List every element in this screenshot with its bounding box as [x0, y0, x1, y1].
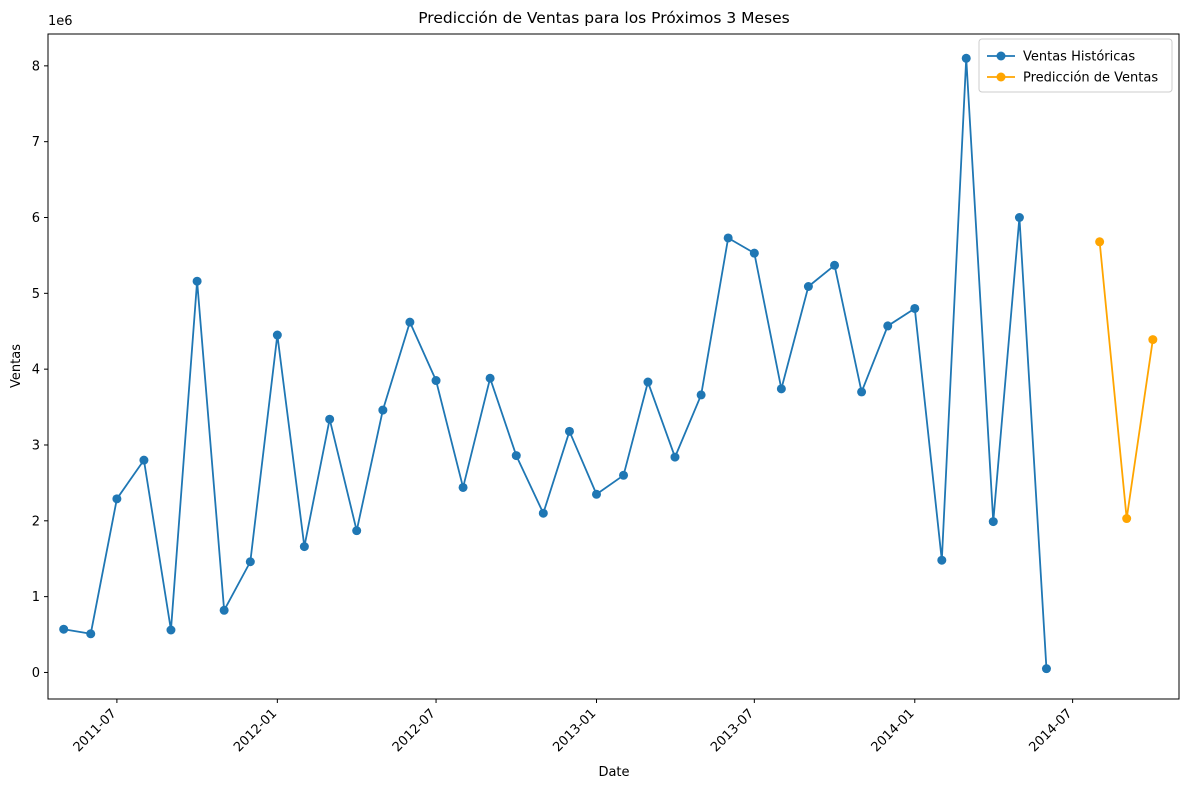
x-tick-label: 2014-07 [1026, 706, 1075, 755]
x-axis-label: Date [598, 765, 629, 780]
y-tick-label: 3 [32, 438, 40, 453]
x-tick-label: 2013-07 [708, 706, 757, 755]
y-tick-label: 7 [32, 135, 40, 150]
legend-box [978, 38, 1173, 93]
legend-label: Ventas Históricas [1023, 50, 1135, 65]
legend: Ventas Históricas Predicción de Ventas [978, 38, 1173, 93]
data-point [59, 624, 69, 634]
y-tick-label: 2 [32, 514, 40, 529]
data-point [139, 455, 149, 465]
y-tick-label: 8 [32, 59, 40, 74]
data-point [1014, 213, 1024, 223]
y-tick-label: 5 [32, 287, 40, 302]
data-point [696, 390, 706, 400]
legend-marker [996, 51, 1006, 61]
series-1 [1095, 237, 1158, 524]
data-point [857, 387, 867, 397]
series-layer [59, 53, 1158, 674]
data-point [723, 233, 733, 243]
data-point [1122, 514, 1132, 524]
y-scale-label: 1e6 [48, 14, 73, 29]
data-point [1148, 335, 1158, 345]
data-point [749, 248, 759, 258]
data-point [910, 303, 920, 313]
data-point [670, 452, 680, 462]
data-point [1095, 237, 1105, 247]
data-point [803, 282, 813, 292]
data-point [485, 373, 495, 383]
plot-frame [47, 33, 1180, 700]
data-point [564, 426, 574, 436]
data-point [299, 542, 309, 552]
data-point [591, 489, 601, 499]
data-point [776, 384, 786, 394]
x-axis-ticks: 2011-07 2012-01 2012-07 2013-01 2013-07 2014-… [71, 699, 1075, 755]
legend-label: Predicción de Ventas [1023, 71, 1158, 86]
data-point [538, 508, 548, 518]
data-point [166, 625, 176, 635]
data-point [511, 451, 521, 461]
legend-entry: Ventas Históricas [987, 50, 1135, 65]
y-axis-ticks: 0 1 2 3 4 5 6 7 8 [32, 59, 48, 681]
series-0 [59, 53, 1051, 674]
data-point [405, 317, 415, 327]
x-tick-label: 2012-07 [390, 706, 439, 755]
data-point [458, 482, 468, 492]
x-tick-label: 2011-07 [71, 706, 120, 755]
data-point [86, 629, 96, 639]
y-tick-label: 0 [32, 666, 40, 681]
y-axis-label: Ventas [9, 344, 24, 388]
data-point [961, 53, 971, 63]
data-point [245, 557, 255, 567]
series-line [63, 57, 1048, 669]
data-point [988, 517, 998, 527]
data-point [378, 405, 388, 415]
y-tick-label: 6 [32, 211, 40, 226]
data-point [192, 276, 202, 286]
data-point [883, 321, 893, 331]
legend-marker [996, 72, 1006, 82]
data-point [325, 414, 335, 424]
y-tick-label: 1 [32, 590, 40, 605]
data-point [1041, 664, 1051, 674]
x-tick-label: 2012-01 [231, 706, 280, 755]
data-point [619, 470, 629, 480]
chart-title: Predicción de Ventas para los Próximos 3… [418, 9, 790, 27]
x-tick-label: 2014-01 [869, 706, 918, 755]
data-point [219, 605, 229, 615]
data-point [431, 376, 441, 386]
data-point [643, 377, 653, 387]
data-point [272, 330, 282, 340]
data-point [830, 260, 840, 270]
legend-entry: Predicción de Ventas [987, 71, 1158, 86]
data-point [112, 494, 122, 504]
data-point [937, 555, 947, 565]
series-line [1098, 241, 1154, 520]
data-point [352, 526, 362, 536]
x-tick-label: 2013-01 [550, 706, 599, 755]
y-tick-label: 4 [32, 363, 40, 378]
